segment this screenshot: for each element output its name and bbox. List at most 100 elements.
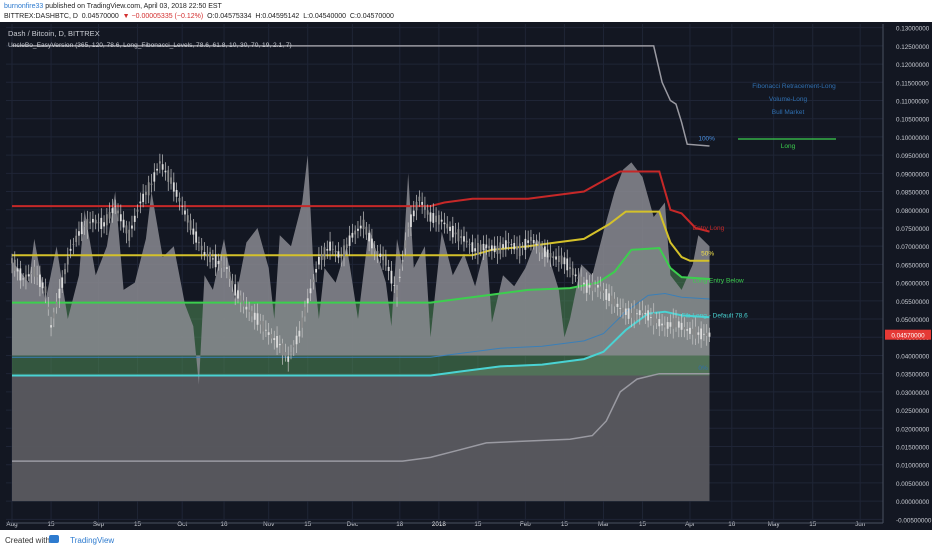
candle-body [198, 241, 200, 244]
x-tick-label: Sep [93, 521, 105, 528]
candle-body [521, 246, 524, 248]
candle-body [605, 288, 608, 300]
created-with-text: Created with [5, 536, 50, 545]
candle-body [591, 281, 594, 291]
candle-body [287, 356, 290, 362]
candle-body [518, 243, 521, 257]
candle-body [488, 245, 490, 249]
candle-body [532, 239, 535, 244]
candle-body [516, 246, 518, 250]
candle-body [203, 251, 206, 255]
candle-body [624, 308, 627, 315]
candle-body [92, 218, 94, 223]
candle-body [75, 235, 78, 243]
candle-body [108, 211, 111, 219]
candle-body [371, 238, 373, 249]
candle-body [186, 215, 189, 223]
candle-body [39, 274, 41, 287]
y-tick-label: 0.12500000 [896, 44, 930, 51]
candle-body [454, 232, 457, 235]
candle-body [432, 213, 435, 223]
candle-body [175, 189, 178, 197]
candle-body [446, 223, 449, 229]
candle-body [200, 245, 203, 251]
candle-body [557, 255, 560, 263]
y-tick-label: 0.05000000 [896, 317, 930, 324]
candle-body [599, 286, 602, 292]
y-tick-label: 0.06500000 [896, 262, 930, 269]
y-tick-label: 0.04000000 [896, 353, 930, 360]
candle-body [424, 206, 426, 210]
candle-body [298, 330, 301, 337]
candle-body [602, 290, 605, 293]
candle-body [703, 333, 705, 335]
last-price-tag-label: 0.04570000 [891, 333, 925, 340]
candle-body [128, 229, 131, 241]
candle-body [290, 352, 292, 354]
candle-body [136, 209, 139, 212]
candle-body [284, 352, 287, 357]
y-tick-label: 0.02500000 [896, 408, 930, 415]
candle-body [443, 222, 446, 225]
low-value: L:0.04540000 [303, 13, 347, 20]
series-line-100pct [12, 45, 710, 147]
price-chart[interactable]: 0.13000000 0.12500000 0.12000000 0.11500000… [0, 22, 932, 530]
candle-body [83, 225, 86, 227]
candle-body [477, 243, 479, 255]
candle-body [490, 245, 493, 251]
candle-body [510, 244, 513, 246]
y-tick-label: 0.02000000 [896, 426, 930, 433]
candle-body [16, 268, 19, 272]
candle-body [351, 232, 354, 238]
candle-body [636, 313, 638, 315]
candle-body [292, 345, 295, 348]
candle-body [530, 237, 532, 241]
candle-body [251, 310, 253, 317]
username-link[interactable]: burnonfire33 [4, 3, 44, 10]
chart-header: burnonfire33 published on TradingView.co… [0, 0, 932, 22]
y-tick-label: 0.11500000 [896, 80, 929, 87]
candle-body [153, 172, 156, 182]
candle-body [463, 236, 465, 242]
candle-body [231, 280, 234, 285]
candle-body [569, 267, 571, 270]
symbol-label: BITTREX:DASHBTC, D [4, 13, 78, 20]
candle-body [47, 306, 50, 310]
x-tick-label: 15 [48, 521, 56, 528]
y-tick-label: 0.10000000 [896, 135, 930, 142]
candle-body [638, 310, 641, 316]
candle-body [384, 255, 387, 266]
candle-body [359, 225, 362, 229]
candle-body [36, 275, 39, 278]
candle-body [543, 246, 546, 257]
candle-body [301, 317, 304, 328]
candle-body [89, 221, 92, 224]
candle-body [66, 256, 69, 265]
candle-body [158, 161, 161, 164]
candle-body [225, 267, 228, 269]
chart-annotation: 100% [698, 136, 715, 143]
x-tick-label: 15 [304, 521, 312, 528]
candle-body [192, 228, 195, 235]
ohlc-line: BITTREX:DASHBTC, D 0.04570000 ▼ −0.00005… [4, 13, 394, 20]
candle-body [700, 328, 703, 340]
candle-body [471, 242, 474, 252]
candle-body [504, 240, 507, 249]
candle-body [597, 284, 599, 288]
x-tick-label: 15 [639, 521, 647, 528]
tradingview-link[interactable]: TradingView [70, 536, 115, 545]
candle-body [331, 248, 334, 250]
x-tick-label: 15 [474, 521, 482, 528]
candle-body [181, 205, 184, 207]
candle-body [97, 222, 100, 224]
x-tick-label: 16 [728, 521, 736, 528]
candle-body [78, 231, 80, 236]
candle-body [373, 248, 376, 252]
candle-body [412, 210, 415, 217]
candle-body [616, 303, 619, 307]
candle-body [708, 332, 711, 337]
candle-body [357, 228, 359, 231]
candle-body [267, 332, 270, 335]
candle-body [686, 329, 689, 331]
candle-body [337, 251, 340, 258]
